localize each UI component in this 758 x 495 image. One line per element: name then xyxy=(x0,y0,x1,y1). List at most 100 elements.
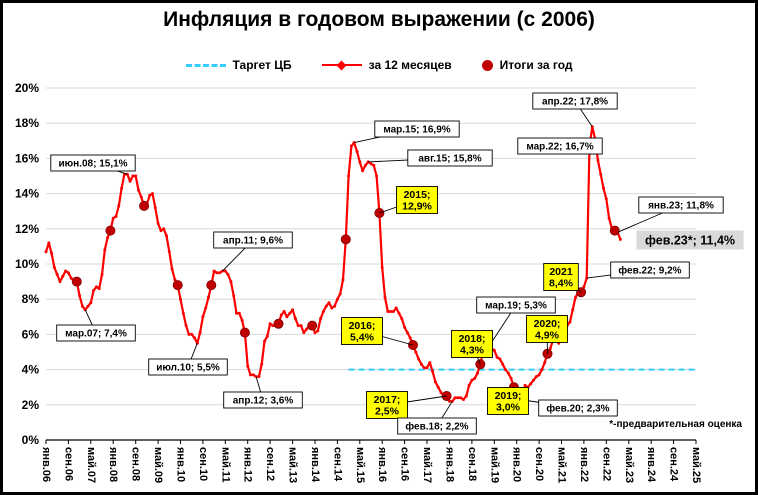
annotation-box xyxy=(396,186,438,214)
inflation-line-marker xyxy=(456,396,460,400)
inflation-line-marker xyxy=(403,325,407,329)
inflation-line-marker xyxy=(94,285,98,289)
inflation-line-marker xyxy=(257,375,261,379)
inflation-line-marker xyxy=(509,376,513,380)
inflation-line-marker xyxy=(265,334,269,338)
inflation-line-marker xyxy=(201,315,205,319)
annotation-text: 2015; xyxy=(404,189,431,201)
x-axis-label: май.09 xyxy=(152,447,164,483)
y-axis-label: 0% xyxy=(22,433,40,447)
inflation-line-marker xyxy=(470,378,474,382)
inflation-line-marker xyxy=(498,357,502,361)
inflation-line-marker xyxy=(596,158,600,162)
inflation-line-marker xyxy=(341,278,345,282)
x-axis-label: янв.22 xyxy=(578,447,590,482)
annotation-box xyxy=(532,92,618,110)
annotation-box xyxy=(50,154,136,172)
inflation-line-marker xyxy=(80,304,84,308)
inflation-line-marker xyxy=(599,172,603,176)
inflation-line-marker xyxy=(44,250,48,254)
inflation-line-marker xyxy=(417,357,421,361)
inflation-line-marker xyxy=(355,149,359,153)
inflation-line-marker xyxy=(111,216,115,220)
legend-item-monthly: за 12 месяцев xyxy=(321,58,452,72)
x-axis-label: янв.16 xyxy=(376,447,388,482)
inflation-line-marker xyxy=(324,304,328,308)
inflation-line-marker xyxy=(207,295,210,299)
inflation-line-marker xyxy=(313,331,317,335)
inflation-line-marker xyxy=(165,234,168,238)
inflation-line-marker xyxy=(361,169,365,173)
inflation-line-marker xyxy=(330,306,334,310)
inflation-line-marker xyxy=(602,186,605,190)
inflation-line-marker xyxy=(55,273,59,277)
annotation-text: апр.11; 9,6% xyxy=(223,236,283,247)
inflation-line-marker xyxy=(190,332,194,336)
legend-item-yearly: Итоги за год xyxy=(481,58,572,72)
year-end-dot xyxy=(273,318,284,329)
inflation-line-marker xyxy=(386,310,390,313)
inflation-line-marker xyxy=(369,162,373,166)
annotation-text: 2017; xyxy=(374,394,401,406)
inflation-line-marker xyxy=(604,197,608,201)
y-axis-label: 8% xyxy=(22,292,40,306)
annotation-boxes: июн.08; 15,1% мар.07; 7,4% июл.10; 5,5% апр… xyxy=(50,92,744,435)
inflation-line-marker xyxy=(296,324,300,328)
annotation-box xyxy=(517,137,603,155)
inflation-line-marker xyxy=(137,188,140,192)
annotation-box xyxy=(213,231,293,249)
inflation-line-marker xyxy=(246,364,250,368)
x-axis-label: янв.06 xyxy=(40,447,52,482)
inflation-line-marker xyxy=(347,174,351,178)
x-axis-label: май.17 xyxy=(421,447,433,483)
annotation-text: фев.23*; 11,4% xyxy=(645,234,735,248)
inflation-line-marker xyxy=(92,288,96,292)
inflation-line-marker xyxy=(431,369,435,373)
annotation-box xyxy=(223,391,303,409)
x-axis-label: сен.22 xyxy=(600,447,612,481)
annotation-text: 4,3% xyxy=(460,345,485,357)
inflation-line-marker xyxy=(568,320,572,324)
inflation-line-marker xyxy=(523,383,527,387)
inflation-line-marker xyxy=(212,269,216,273)
x-axis-label: сен.10 xyxy=(197,447,209,481)
annotation-box xyxy=(487,387,529,415)
annotation-text: 5,4% xyxy=(350,332,375,344)
annotation-text: 12,9% xyxy=(402,201,432,213)
inflation-line-marker xyxy=(439,391,443,394)
x-axis-label: янв.14 xyxy=(309,447,321,483)
inflation-line-marker xyxy=(279,313,283,317)
inflation-line-marker xyxy=(58,280,62,284)
inflation-line-marker xyxy=(571,308,575,312)
y-axis-label: 12% xyxy=(15,222,39,236)
inflation-line-marker xyxy=(319,317,323,321)
annotation-text: апр.22; 17,8% xyxy=(542,97,608,108)
inflation-line-marker xyxy=(148,193,152,197)
annotation-text: мар.07; 7,4% xyxy=(65,329,127,340)
inflation-line-marker xyxy=(464,394,468,398)
inflation-line-marker xyxy=(473,376,477,380)
inflation-line-marker xyxy=(78,294,82,298)
inflation-line-marker xyxy=(394,306,398,310)
x-axis-label: сен.20 xyxy=(533,447,545,481)
inflation-line-marker xyxy=(198,331,202,335)
inflation-line-marker xyxy=(428,361,432,365)
inflation-line-marker xyxy=(268,322,272,326)
annotation-box xyxy=(397,417,477,435)
inflation-line-marker xyxy=(349,144,353,148)
inflation-line-marker xyxy=(467,383,471,387)
y-axis-label: 4% xyxy=(22,363,40,377)
y-axis-label: 10% xyxy=(15,257,39,271)
inflation-line-marker xyxy=(151,192,154,196)
inflation-line-marker xyxy=(363,163,367,167)
inflation-line-marker xyxy=(607,216,611,220)
inflation-line-marker xyxy=(299,324,303,328)
x-axis-label: сен.06 xyxy=(62,447,74,481)
inflation-line-marker xyxy=(86,304,90,308)
year-end-dot xyxy=(71,276,82,287)
inflation-line-marker xyxy=(414,350,418,354)
inflation-line-marker xyxy=(179,297,182,301)
inflation-line-marker xyxy=(260,362,264,366)
inflation-line-marker xyxy=(162,227,166,231)
